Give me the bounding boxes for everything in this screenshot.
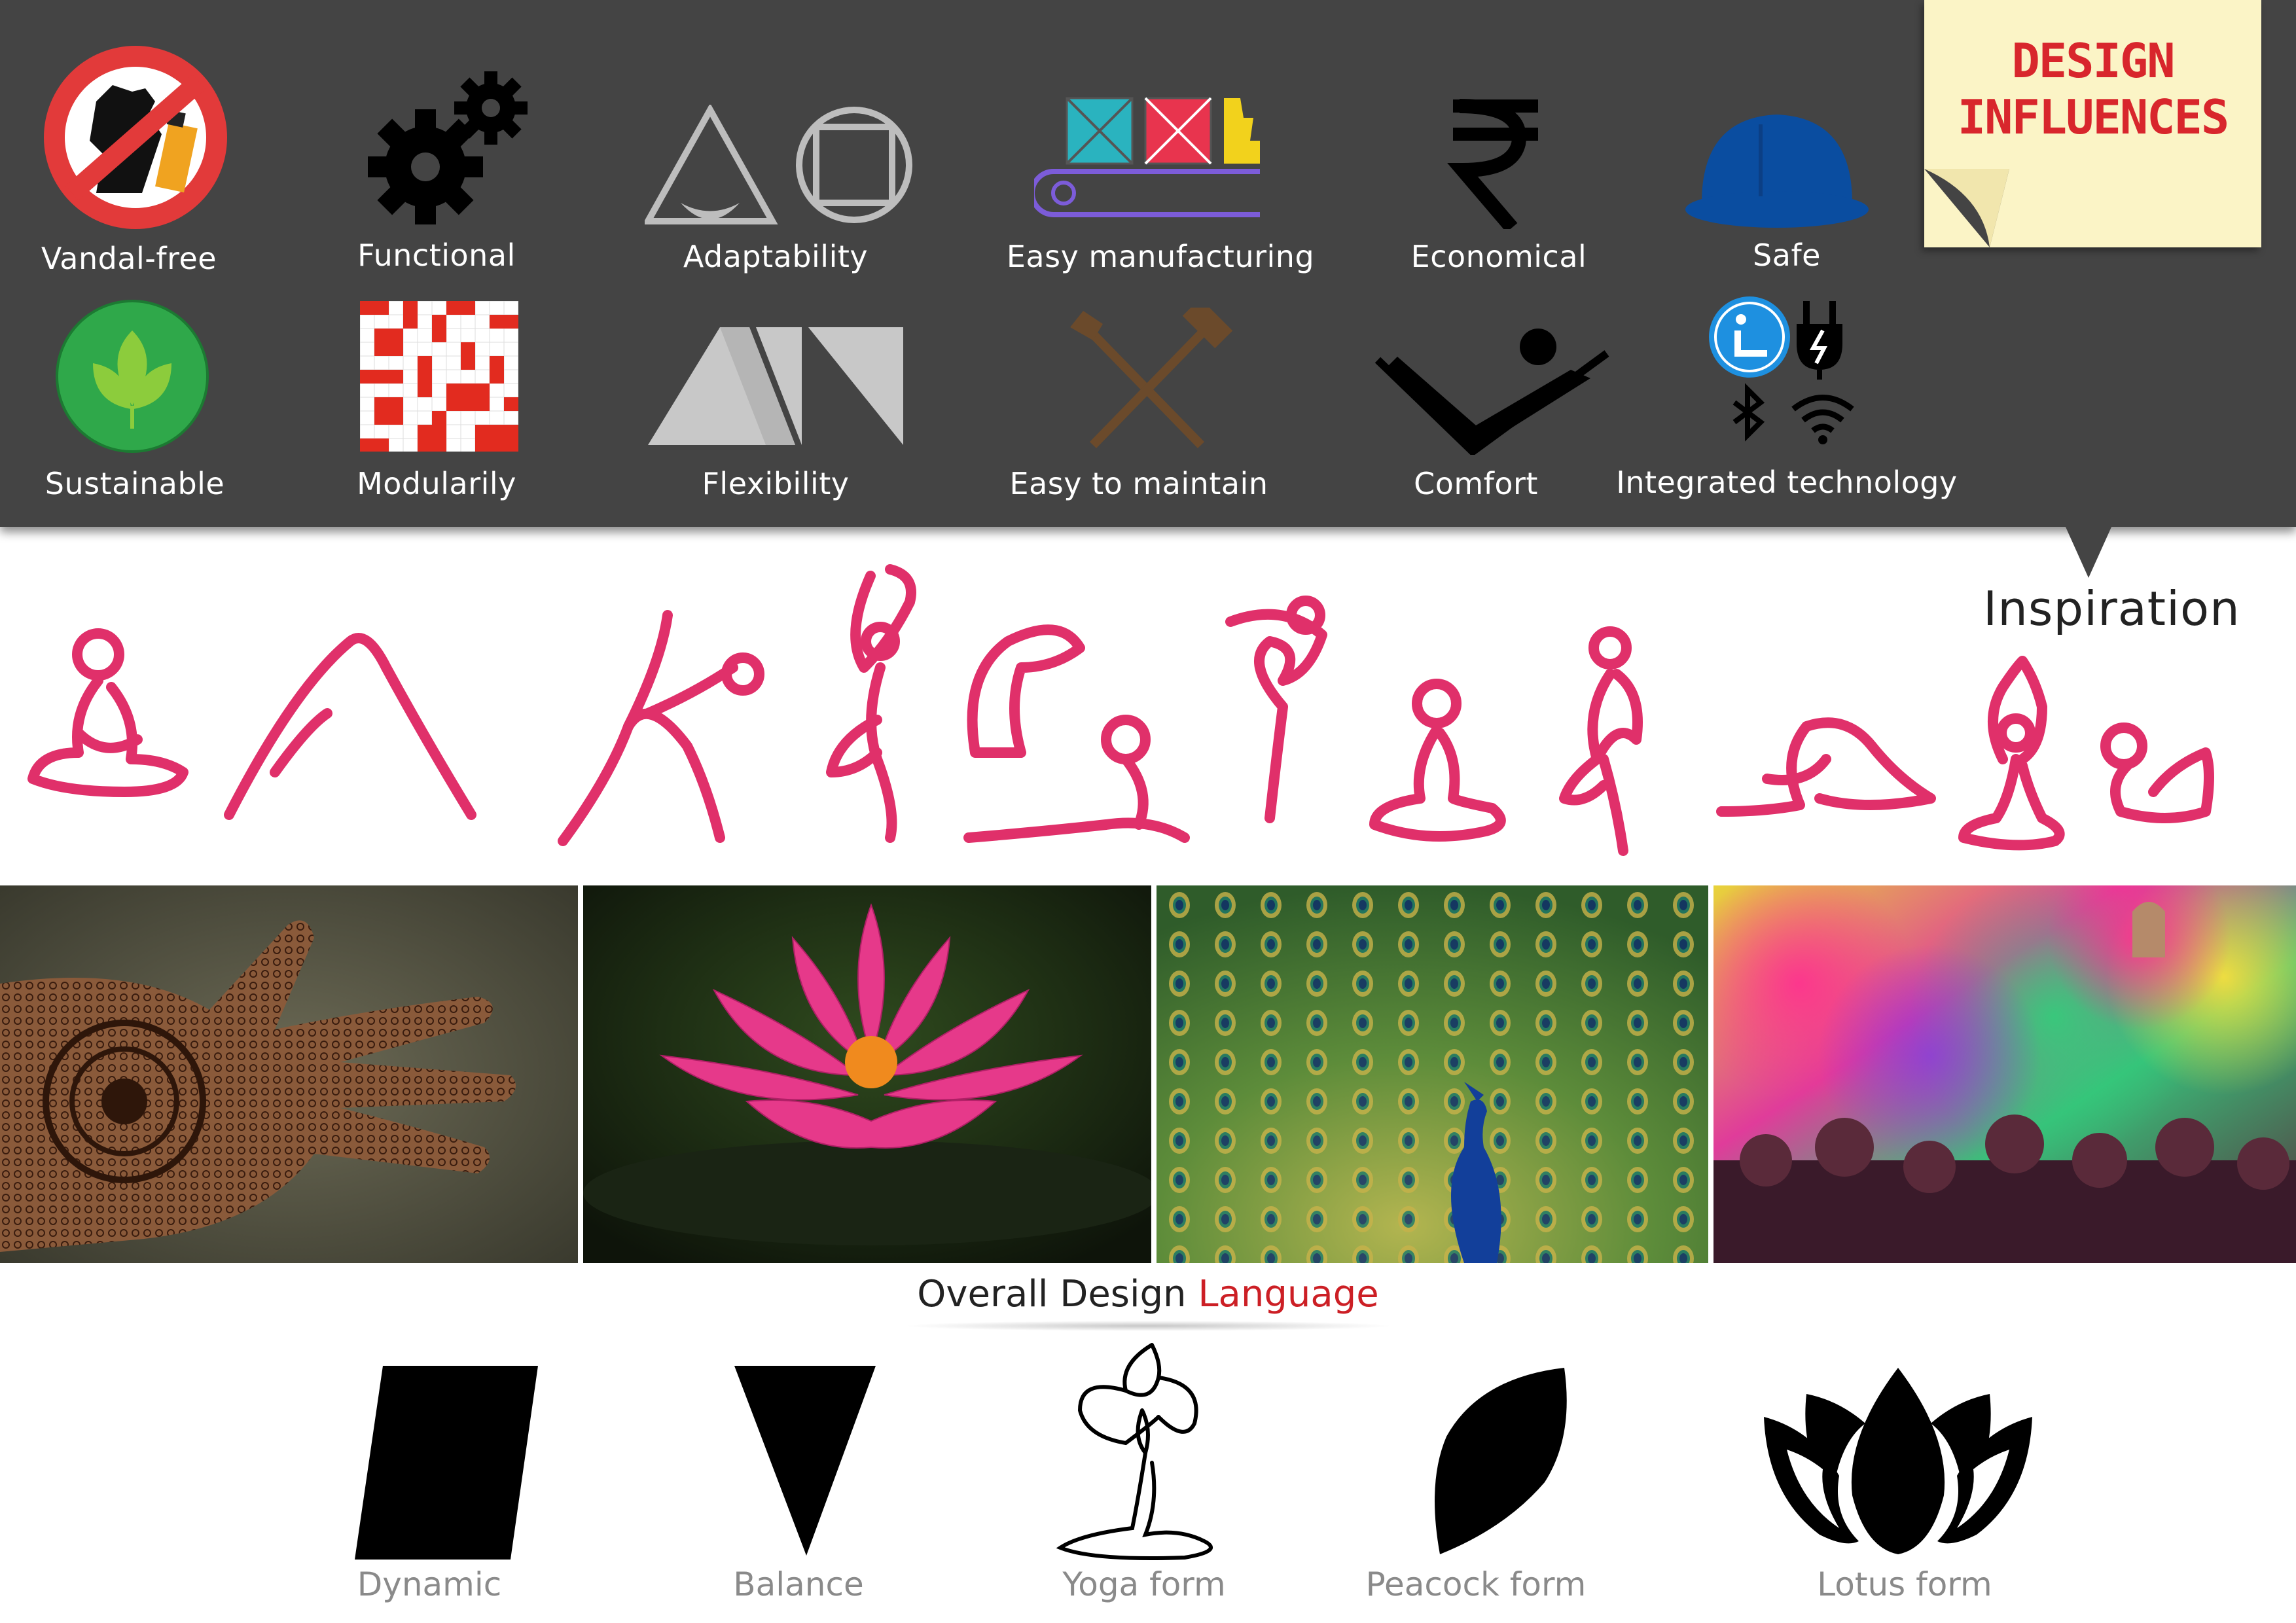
- holi-photo: [1713, 885, 2296, 1263]
- form-label: Peacock form: [1365, 1565, 1587, 1603]
- conveyor-icon: [1034, 97, 1260, 217]
- influence-label: Modularily: [357, 466, 516, 501]
- note-title-line1: DESIGN: [2011, 33, 2175, 88]
- leaf-icon: [56, 300, 209, 453]
- parallelogram-icon: [355, 1366, 538, 1560]
- gears-icon: [368, 71, 528, 224]
- title-underline-shadow: [903, 1321, 1394, 1331]
- influence-label: Easy manufacturing: [1006, 239, 1315, 274]
- influence-label: Sustainable: [45, 466, 225, 501]
- form-label: Yoga form: [1062, 1565, 1226, 1603]
- form-label: Lotus form: [1817, 1565, 1992, 1603]
- influence-label: Integrated technology: [1616, 465, 1958, 500]
- lotus-photo: [583, 885, 1151, 1263]
- peacock-photo: [1157, 885, 1708, 1263]
- form-label: Balance: [733, 1565, 864, 1603]
- shovel-hammer-icon: [1070, 308, 1233, 448]
- influence-label: Comfort: [1414, 466, 1538, 501]
- influence-label: Flexibility: [702, 466, 850, 501]
- design-language-title-highlight: Language: [1198, 1273, 1379, 1315]
- peacock-leaf-icon: [1435, 1368, 1567, 1554]
- note-curl: [1924, 169, 2009, 247]
- tech-icons: [1709, 296, 1854, 444]
- influence-label: Vandal-free: [41, 241, 217, 276]
- no-vandal-icon: [44, 46, 227, 229]
- influence-label: Adaptability: [683, 239, 869, 274]
- influence-label: Easy to maintain: [1009, 466, 1268, 501]
- adaptability-icon: [645, 105, 912, 224]
- inspiration-title: Inspiration: [1983, 581, 2240, 636]
- grid-icon: [360, 301, 518, 452]
- influence-label: Functional: [357, 238, 516, 273]
- henna-hand-photo: [0, 885, 578, 1263]
- lotus-icon: [1764, 1368, 2032, 1554]
- influence-label: Safe: [1753, 238, 1821, 273]
- inverted-triangle-icon: [734, 1366, 876, 1556]
- yoga-line-icon: [1056, 1343, 1213, 1560]
- rupee-icon: [1447, 99, 1538, 229]
- panel-pointer: [2065, 526, 2112, 578]
- design-language-title-part1: Overall Design: [917, 1273, 1198, 1315]
- reclining-person-icon: [1374, 329, 1609, 455]
- hard-hat-icon: [1685, 115, 1869, 228]
- influence-label: Economical: [1410, 239, 1587, 274]
- yoga-poses-illustration: [27, 564, 2214, 856]
- design-language-title: Overall Design Language: [0, 1273, 2296, 1315]
- note-title-line2: INFLUENCES: [1957, 90, 2229, 145]
- form-label: Dynamic: [357, 1565, 502, 1603]
- flexibility-icon: [648, 327, 903, 445]
